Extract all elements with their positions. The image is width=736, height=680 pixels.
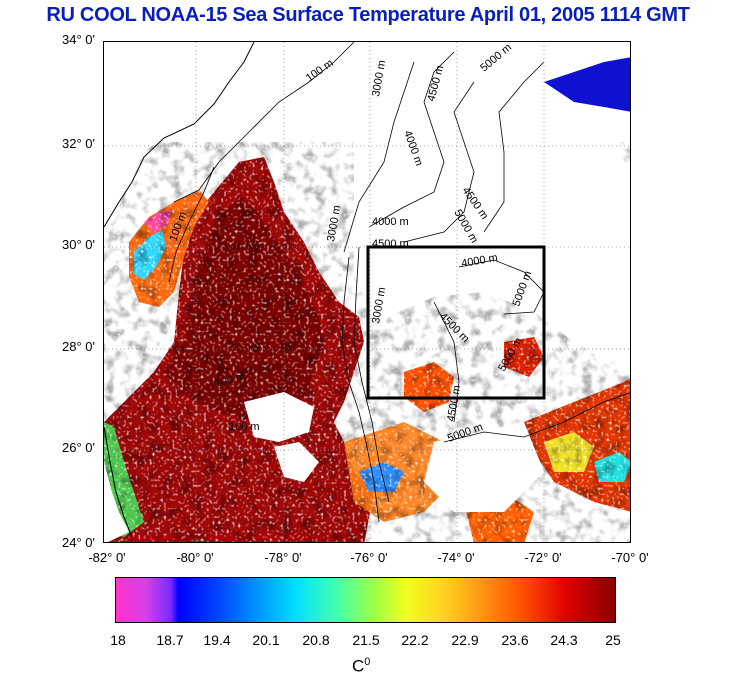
sst-map-canvas: 100 m 100 m 3000 m 4000 m 4500 m 4500 m … xyxy=(104,42,630,542)
lon-label-70: -70° 0' xyxy=(611,550,649,565)
colorbar-tick: 19.4 xyxy=(203,632,231,648)
cloud-cover-south xyxy=(424,422,544,512)
lat-label-24: 24° 0' xyxy=(62,535,95,550)
colorbar-tick: 22.2 xyxy=(401,632,429,648)
lat-label-32: 32° 0' xyxy=(62,136,95,151)
contour-4000m xyxy=(368,51,455,228)
contour-blake-plateau-2 xyxy=(353,246,390,503)
lon-label-76: -76° 0' xyxy=(350,550,388,565)
land-mass xyxy=(104,42,214,232)
lat-label-28: 28° 0' xyxy=(62,339,95,354)
contour-label: 100 m xyxy=(229,421,260,433)
contour-4000m-box xyxy=(458,259,545,315)
study-area-box xyxy=(366,245,546,400)
cloud-cover xyxy=(354,102,630,371)
colorbar-tick: 20.1 xyxy=(252,632,280,648)
temperature-colorbar xyxy=(115,577,616,623)
lon-label-82: -82° 0' xyxy=(88,550,126,565)
colorbar-tick: 18 xyxy=(110,632,126,648)
colorbar-tick: 25 xyxy=(605,632,621,648)
lon-label-74: -74° 0' xyxy=(437,550,475,565)
map-title: RU COOL NOAA-15 Sea Surface Temperature … xyxy=(46,4,690,26)
contour-100m-west xyxy=(168,166,215,283)
contour-label: 4500 m xyxy=(372,238,409,250)
lon-label-80: -80° 0' xyxy=(176,550,214,565)
contour-4500m xyxy=(403,81,475,243)
contour-3000m xyxy=(343,61,415,253)
contour-label: 100 m xyxy=(304,57,336,84)
island-patch-2 xyxy=(274,442,319,482)
colorbar-tick: 23.6 xyxy=(501,632,529,648)
contour-100m xyxy=(173,42,355,203)
island-patch xyxy=(244,392,314,442)
colorbar-tick: 18.7 xyxy=(156,632,184,648)
contour-label: 5000 m xyxy=(478,42,514,74)
contour-label: 4000 m xyxy=(372,216,409,228)
lat-label-34: 34° 0' xyxy=(62,32,95,47)
contour-label: 4500 m xyxy=(425,64,446,103)
colorbar-tick: 20.8 xyxy=(302,632,330,648)
lat-label-26: 26° 0' xyxy=(62,440,95,455)
florida-peninsula xyxy=(104,422,129,542)
contour-4500m-east xyxy=(433,301,460,423)
lon-label-78: -78° 0' xyxy=(264,550,302,565)
lon-label-72: -72° 0' xyxy=(524,550,562,565)
colorbar-tick: 21.5 xyxy=(352,632,380,648)
contour-blake-plateau xyxy=(341,256,380,523)
colorbar-tick: 22.9 xyxy=(451,632,479,648)
cold-water-region xyxy=(544,57,630,112)
coastline xyxy=(104,42,255,228)
sst-map[interactable]: 100 m 100 m 3000 m 4000 m 4500 m 4500 m … xyxy=(103,41,631,543)
colorbar-unit: C0 xyxy=(352,656,371,676)
contour-5000m-south xyxy=(443,392,630,443)
contour-5000m xyxy=(483,61,545,233)
lat-label-30: 30° 0' xyxy=(62,237,95,252)
contour-label: 3000 m xyxy=(370,59,388,97)
colorbar-tick: 24.3 xyxy=(550,632,578,648)
